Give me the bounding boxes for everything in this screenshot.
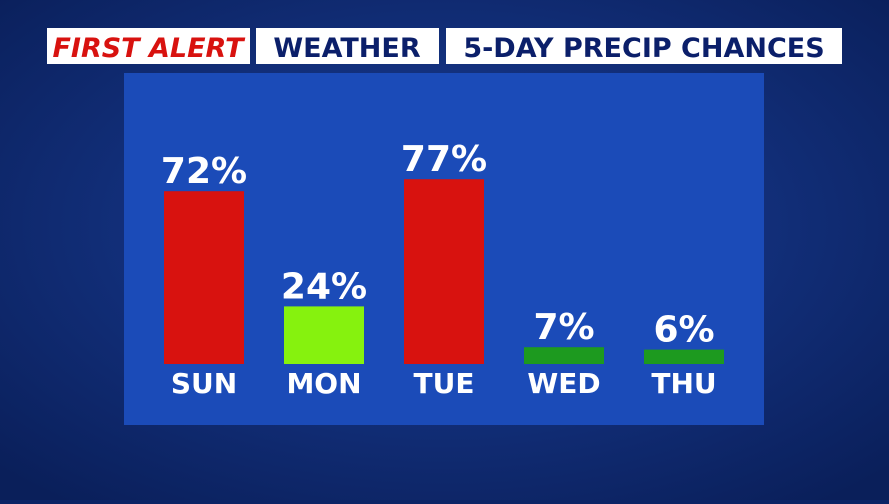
value-label: 6%: [653, 310, 714, 351]
brand-title: FIRST ALERT: [52, 33, 246, 64]
value-label: 7%: [533, 307, 594, 348]
header-box: [446, 28, 842, 64]
value-label: 24%: [281, 266, 367, 307]
bar: [524, 347, 604, 364]
bar: [644, 349, 724, 364]
header-title: WEATHER: [273, 33, 420, 64]
value-label: 77%: [401, 139, 487, 180]
category-label: SUN: [171, 367, 237, 400]
bar: [164, 191, 244, 364]
category-label: TUE: [414, 367, 475, 400]
category-label: THU: [651, 367, 716, 400]
category-label: WED: [527, 367, 600, 400]
bar: [284, 306, 364, 364]
bar: [404, 179, 484, 364]
category-label: MON: [286, 367, 361, 400]
header-box: [47, 28, 250, 64]
header-box: [256, 28, 439, 64]
value-label: 72%: [161, 151, 247, 192]
chart-title: 5-DAY PRECIP CHANCES: [463, 33, 824, 64]
